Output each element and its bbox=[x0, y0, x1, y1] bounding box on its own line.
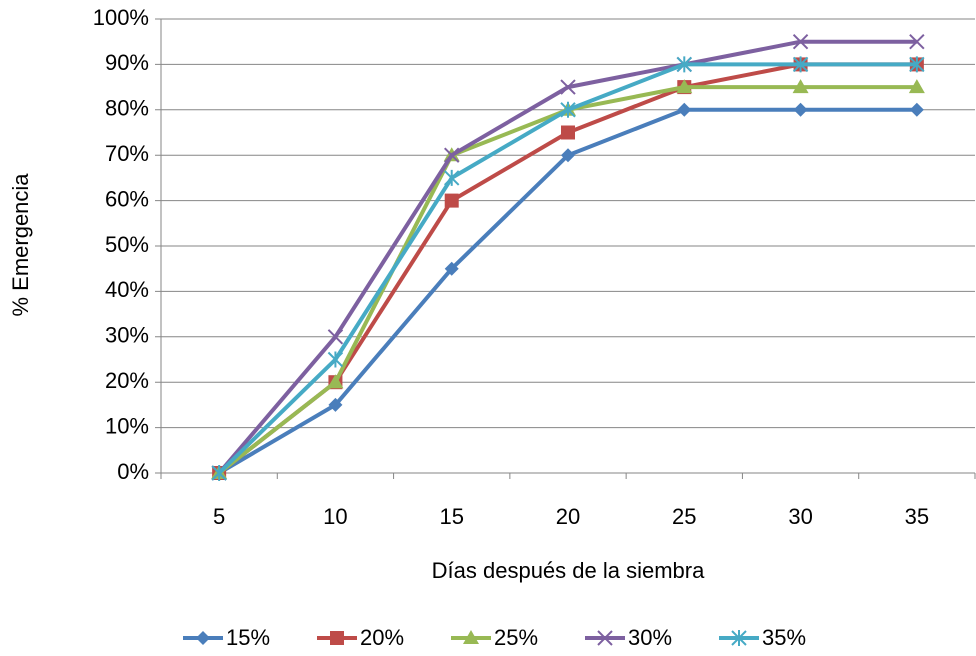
legend-item: 25% bbox=[451, 625, 538, 650]
marker bbox=[561, 125, 575, 140]
marker bbox=[909, 33, 925, 50]
marker bbox=[463, 630, 479, 644]
marker bbox=[327, 374, 344, 389]
y-tick-label: 40% bbox=[105, 277, 149, 302]
y-tick-label: 80% bbox=[105, 96, 149, 121]
legend-item: 35% bbox=[719, 625, 806, 650]
legend-label: 25% bbox=[494, 625, 538, 650]
series-line bbox=[217, 85, 917, 475]
x-tick-label: 10 bbox=[323, 504, 347, 529]
y-tick-label: 100% bbox=[93, 5, 149, 30]
marker bbox=[597, 630, 613, 646]
marker bbox=[731, 630, 747, 646]
legend-label: 30% bbox=[628, 625, 672, 650]
marker bbox=[444, 147, 460, 163]
marker bbox=[908, 79, 925, 94]
marker bbox=[444, 193, 459, 208]
marker bbox=[677, 102, 692, 117]
y-tick-label: 60% bbox=[105, 186, 149, 211]
y-axis-title: % Emergencia bbox=[8, 173, 33, 317]
x-axis-title: Días después de la siembra bbox=[432, 558, 705, 583]
marker bbox=[676, 79, 693, 94]
marker bbox=[328, 397, 343, 412]
x-tick-label: 25 bbox=[672, 504, 696, 529]
marker bbox=[909, 56, 925, 73]
marker bbox=[793, 102, 808, 117]
marker bbox=[444, 169, 460, 186]
y-tick-label: 10% bbox=[105, 413, 149, 438]
legend-label: 35% bbox=[762, 625, 806, 650]
legend-label: 15% bbox=[226, 625, 270, 650]
marker bbox=[560, 79, 576, 95]
marker bbox=[211, 465, 227, 481]
marker bbox=[330, 631, 344, 645]
marker bbox=[792, 56, 809, 73]
y-tick-label: 30% bbox=[105, 323, 149, 348]
marker bbox=[561, 148, 575, 163]
y-tick-label: 50% bbox=[105, 232, 149, 257]
marker bbox=[444, 261, 459, 276]
marker bbox=[327, 329, 344, 345]
marker bbox=[676, 56, 692, 73]
x-tick-label: 30 bbox=[788, 504, 812, 529]
marker bbox=[560, 101, 576, 118]
y-tick-label: 20% bbox=[105, 368, 149, 393]
marker bbox=[327, 351, 344, 368]
legend-item: 30% bbox=[585, 625, 672, 650]
x-tick-label: 20 bbox=[556, 504, 580, 529]
marker bbox=[196, 631, 210, 645]
marker bbox=[792, 33, 809, 50]
marker bbox=[792, 79, 809, 94]
x-tick-label: 15 bbox=[439, 504, 463, 529]
y-tick-label: 90% bbox=[105, 50, 149, 75]
marker bbox=[909, 102, 924, 117]
y-tick-label: 0% bbox=[117, 459, 149, 484]
y-tick-label: 70% bbox=[105, 141, 149, 166]
legend-label: 20% bbox=[360, 625, 404, 650]
legend-item: 15% bbox=[183, 625, 270, 650]
legend-item: 20% bbox=[317, 625, 404, 650]
x-tick-label: 35 bbox=[905, 504, 929, 529]
x-tick-label: 5 bbox=[213, 504, 225, 529]
